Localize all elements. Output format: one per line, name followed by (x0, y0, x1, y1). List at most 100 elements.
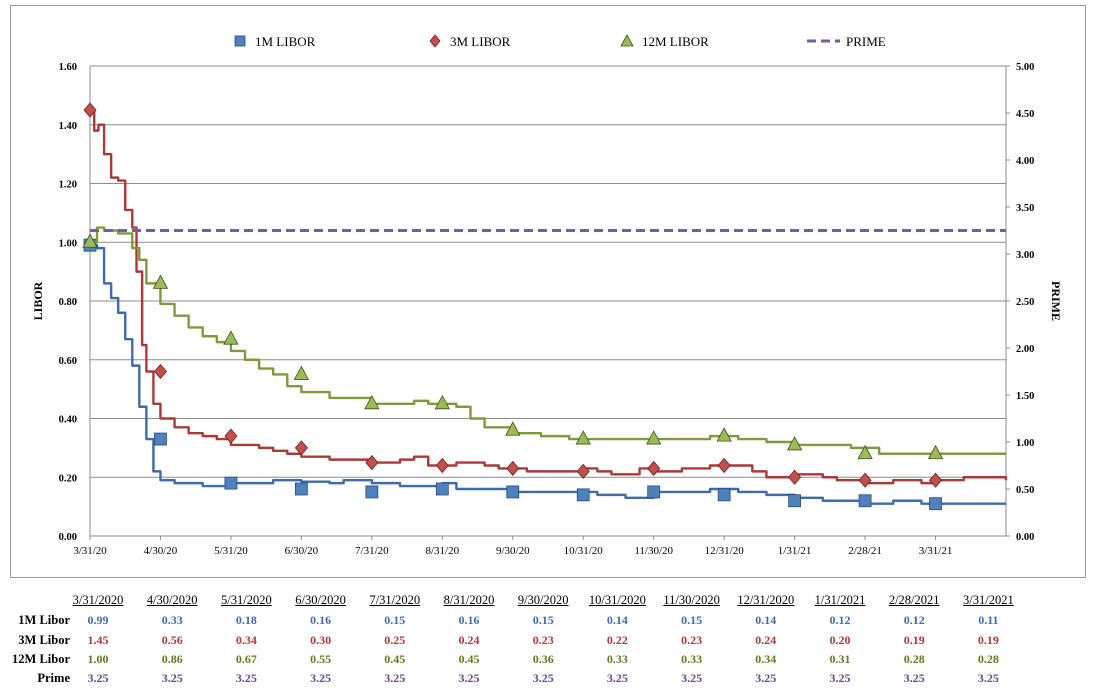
3m-libor-marker (83, 102, 97, 118)
table-cell: 3.25 (903, 671, 925, 685)
table-header-cell: 9/30/2020 (517, 593, 569, 607)
table-cell: 0.99 (87, 613, 109, 627)
x-tick-label: 12/31/20 (705, 545, 745, 557)
legend-12m-libor-label: 12M LIBOR (642, 34, 709, 49)
table-cell: 3.25 (161, 671, 183, 685)
3m-libor-marker (224, 428, 238, 444)
table-header-cell: 8/31/2020 (443, 593, 495, 607)
12m-libor-marker (857, 444, 873, 460)
table-cell: 0.18 (235, 613, 257, 627)
x-tick-label: 1/31/21 (778, 545, 812, 557)
table-cell: 0.56 (161, 633, 183, 647)
table-cell: 0.14 (606, 613, 628, 627)
y-tick-label: 0.60 (59, 356, 77, 367)
1m-libor-marker (435, 482, 449, 496)
y2-tick-label: 0.00 (1016, 532, 1034, 543)
3m-libor-marker (435, 457, 449, 474)
table-cell: 0.22 (606, 633, 628, 647)
3m-libor-marker (929, 472, 943, 488)
table-cell: 0.23 (681, 633, 703, 647)
table-header-cell: 6/30/2020 (295, 593, 346, 607)
12m-libor-marker (434, 394, 450, 410)
table-cell: 0.28 (903, 652, 925, 666)
table-cell: 0.14 (755, 613, 777, 627)
y-tick-label: 0.40 (59, 415, 77, 426)
table-cell: 3.25 (977, 671, 999, 685)
table-cell: 0.31 (829, 652, 851, 666)
table-header-cell: 4/30/2020 (146, 593, 198, 607)
table-cell: 0.34 (755, 652, 777, 666)
y-tick-label: 0.00 (59, 532, 77, 543)
table-cell: 3.25 (532, 671, 554, 685)
x-tick-label: 2/28/21 (848, 545, 882, 557)
table-header-cell: 3/31/2020 (72, 593, 124, 607)
table-header-cell: 10/31/2020 (588, 593, 646, 607)
3m-libor-marker (576, 463, 590, 479)
y2-tick-label: 2.50 (1016, 297, 1034, 308)
table-cell: 0.24 (755, 633, 777, 647)
table-cell: 0.33 (161, 613, 183, 627)
1m-libor-marker (154, 432, 167, 446)
table-cell: 0.45 (458, 652, 480, 666)
y-axis-title: LIBOR (31, 281, 45, 320)
1m-libor-marker (365, 485, 379, 499)
table-cell: 1.45 (87, 633, 109, 647)
12m-libor-marker (505, 421, 521, 436)
x-tick-label: 5/31/20 (214, 545, 248, 557)
table-header-cell: 3/31/2021 (963, 593, 1014, 607)
1m-libor-marker (929, 497, 942, 511)
table-header-cell: 7/31/2020 (369, 593, 421, 607)
table-cell: 0.33 (606, 652, 628, 666)
y2-tick-label: 1.00 (1016, 438, 1034, 449)
table-cell: 0.25 (384, 633, 406, 647)
12m-libor-marker (646, 430, 662, 445)
table-cell: 0.55 (310, 652, 332, 666)
1m-libor-marker (294, 482, 308, 496)
table-cell: 0.28 (977, 652, 999, 666)
x-tick-label: 9/30/20 (496, 545, 530, 557)
table-cell: 0.24 (458, 633, 480, 647)
x-tick-label: 10/31/20 (564, 545, 604, 557)
y2-tick-label: 4.50 (1016, 109, 1034, 120)
x-tick-label: 3/31/20 (73, 545, 107, 557)
1m-libor-marker (858, 494, 872, 508)
12m-libor-marker (716, 427, 732, 442)
table-cell: 3.25 (87, 671, 109, 685)
y-tick-label: 0.20 (59, 473, 77, 484)
table-cell: 3.25 (829, 671, 851, 685)
table-cell: 0.67 (235, 652, 257, 666)
table-header-cell: 11/30/2020 (663, 593, 720, 607)
1m-libor-marker (647, 485, 661, 499)
3m-libor-marker (858, 472, 872, 488)
table-cell: 0.15 (384, 613, 406, 627)
3m-libor-marker (506, 460, 520, 477)
y2-axis-title: PRIME (1049, 281, 1063, 321)
1m-libor-marker (224, 476, 238, 490)
table-cell: 0.20 (829, 633, 851, 647)
table-cell: 3.25 (310, 671, 332, 685)
x-tick-label: 6/30/20 (285, 545, 319, 557)
3m-libor-marker (153, 363, 167, 380)
table-header-cell: 5/31/2020 (221, 593, 272, 607)
y-tick-label: 1.40 (59, 121, 77, 132)
table-cell: 0.19 (977, 633, 999, 647)
y2-tick-label: 2.00 (1016, 344, 1034, 355)
x-tick-label: 7/31/20 (355, 545, 389, 557)
12m-libor-marker (575, 430, 591, 445)
table-cell: 0.16 (310, 613, 332, 627)
1m-libor-marker (576, 488, 590, 502)
table-row-label: 12M Libor (12, 652, 70, 666)
table-cell: 0.34 (235, 633, 257, 647)
y2-tick-label: 3.50 (1016, 203, 1034, 214)
legend-3m-libor-label: 3M LIBOR (450, 34, 511, 49)
3m-libor-marker (365, 454, 379, 471)
table-cell: 3.25 (755, 671, 777, 685)
y-tick-label: 1.20 (59, 180, 77, 191)
table-cell: 0.19 (903, 633, 925, 647)
y-tick-label: 1.00 (59, 238, 77, 249)
x-tick-label: 8/31/20 (425, 545, 459, 557)
table-cell: 0.12 (903, 613, 925, 627)
table-cell: 0.86 (161, 652, 183, 666)
12m-libor-marker (82, 233, 98, 248)
legend-prime-label: PRIME (846, 34, 886, 49)
